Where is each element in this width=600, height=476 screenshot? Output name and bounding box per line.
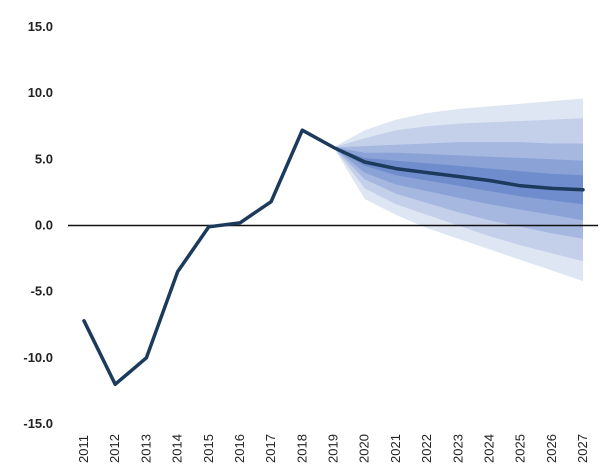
x-tick-label: 2017 xyxy=(263,434,278,463)
y-tick-label: 15.0 xyxy=(28,19,53,34)
y-tick-label: -5.0 xyxy=(31,284,53,299)
y-axis-ticks: 15.0 10.0 5.0 0.0 -5.0 -10.0 -15.0 xyxy=(23,19,53,431)
x-tick-label: 2024 xyxy=(481,434,496,463)
x-tick-label: 2018 xyxy=(294,434,309,463)
x-tick-label: 2025 xyxy=(513,434,528,463)
x-tick-label: 2019 xyxy=(326,434,341,463)
y-tick-label: 10.0 xyxy=(28,85,53,100)
fan-bands xyxy=(333,98,583,282)
y-tick-label: 5.0 xyxy=(35,151,53,166)
x-tick-label: 2022 xyxy=(419,434,434,463)
x-tick-label: 2021 xyxy=(388,434,403,463)
y-tick-label: -15.0 xyxy=(23,416,53,431)
x-tick-label: 2011 xyxy=(76,435,91,463)
x-tick-label: 2013 xyxy=(138,434,153,463)
x-axis-ticks: 2011 2012 2013 2014 2015 2016 2017 2018 2019 2020… xyxy=(76,434,590,463)
y-tick-label: 0.0 xyxy=(35,218,53,233)
x-tick-label: 2012 xyxy=(107,434,122,463)
x-tick-label: 2023 xyxy=(450,434,465,463)
x-tick-label: 2020 xyxy=(357,434,372,463)
x-tick-label: 2026 xyxy=(544,434,559,463)
x-tick-label: 2014 xyxy=(170,434,185,463)
x-tick-label: 2016 xyxy=(232,434,247,463)
x-tick-label: 2027 xyxy=(575,434,590,463)
y-tick-label: -10.0 xyxy=(23,350,53,365)
x-tick-label: 2015 xyxy=(201,434,216,463)
series-line xyxy=(82,128,585,387)
